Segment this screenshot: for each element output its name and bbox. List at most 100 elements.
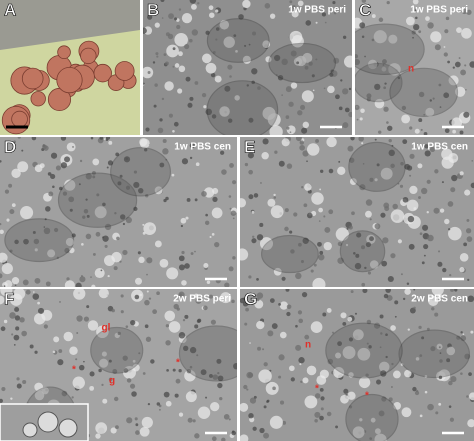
organelle bbox=[143, 82, 145, 85]
organelle bbox=[284, 208, 289, 213]
organelle bbox=[233, 362, 237, 370]
organelle bbox=[62, 191, 68, 196]
organelle bbox=[263, 405, 267, 409]
organelle bbox=[468, 392, 474, 401]
organelle bbox=[370, 417, 376, 423]
organelle bbox=[143, 222, 157, 235]
organelle bbox=[428, 295, 439, 307]
organelle bbox=[409, 185, 418, 195]
organelle bbox=[464, 64, 467, 67]
organelle bbox=[102, 236, 105, 239]
organelle bbox=[460, 331, 463, 334]
organelle bbox=[43, 227, 51, 235]
organelle bbox=[279, 331, 287, 339]
organelle bbox=[154, 83, 158, 87]
organelle bbox=[455, 86, 466, 97]
organelle bbox=[404, 369, 412, 378]
organelle bbox=[353, 251, 356, 255]
organelle bbox=[352, 426, 365, 439]
organelle bbox=[429, 99, 432, 102]
cell-body bbox=[345, 393, 399, 441]
organelle bbox=[265, 381, 279, 395]
organelle bbox=[85, 198, 88, 201]
organelle bbox=[43, 324, 48, 329]
organelle bbox=[424, 144, 429, 149]
organelle bbox=[166, 44, 179, 58]
organelle bbox=[265, 56, 272, 63]
organelle bbox=[212, 196, 218, 203]
panel-label: F bbox=[4, 289, 14, 308]
organelle bbox=[47, 249, 56, 258]
organelle bbox=[461, 28, 472, 39]
organelle bbox=[8, 183, 13, 188]
organelle bbox=[157, 127, 164, 134]
organelle bbox=[161, 17, 164, 19]
organelle bbox=[314, 419, 318, 423]
organelle bbox=[146, 257, 153, 264]
organelle bbox=[266, 399, 270, 403]
organelle bbox=[298, 357, 305, 364]
organelle bbox=[289, 30, 303, 44]
organelle bbox=[293, 212, 298, 217]
image bbox=[0, 0, 140, 135]
organelle bbox=[272, 386, 276, 391]
panel: D 1w PBS cen bbox=[0, 137, 237, 287]
organelle bbox=[195, 162, 200, 167]
organelle bbox=[286, 304, 292, 310]
organelle bbox=[172, 129, 175, 133]
organelle bbox=[443, 92, 450, 99]
organelle bbox=[11, 168, 21, 179]
organelle bbox=[437, 293, 443, 299]
organelle bbox=[111, 308, 115, 313]
organelle bbox=[379, 346, 382, 349]
organelle bbox=[442, 267, 447, 273]
organelle bbox=[327, 85, 335, 94]
organelle bbox=[101, 351, 107, 357]
organelle bbox=[343, 388, 349, 394]
organelle bbox=[273, 193, 276, 197]
organelle bbox=[367, 59, 378, 70]
organelle bbox=[295, 137, 302, 142]
organelle bbox=[162, 148, 169, 155]
organelle bbox=[3, 285, 6, 287]
organelle bbox=[14, 315, 21, 321]
organelle bbox=[426, 327, 430, 331]
organelle bbox=[89, 371, 95, 377]
organelle bbox=[400, 363, 404, 366]
organelle bbox=[142, 223, 145, 226]
organelle bbox=[278, 302, 282, 306]
cell-body bbox=[339, 230, 386, 273]
organelle bbox=[434, 169, 439, 174]
organelle bbox=[300, 380, 303, 384]
organelle bbox=[466, 395, 469, 398]
organelle bbox=[317, 241, 322, 247]
organelle bbox=[108, 140, 113, 145]
organelle bbox=[415, 16, 418, 20]
organelle bbox=[189, 142, 195, 149]
organelle bbox=[327, 358, 334, 365]
organelle bbox=[256, 277, 259, 281]
organelle bbox=[178, 264, 185, 271]
organelle bbox=[232, 217, 235, 220]
organelle bbox=[434, 44, 441, 51]
organelle bbox=[10, 397, 13, 400]
organelle bbox=[369, 236, 374, 242]
organelle bbox=[355, 58, 360, 66]
organelle bbox=[262, 348, 265, 351]
organelle bbox=[212, 374, 219, 380]
organelle bbox=[168, 321, 181, 333]
organelle bbox=[34, 390, 45, 401]
organelle bbox=[34, 350, 38, 354]
organelle bbox=[22, 379, 27, 385]
organelle bbox=[298, 242, 302, 247]
organelle bbox=[313, 263, 317, 267]
organelle bbox=[290, 82, 298, 89]
annotation: g bbox=[109, 376, 115, 387]
organelle bbox=[446, 358, 451, 363]
organelle bbox=[430, 31, 442, 43]
organelle bbox=[83, 209, 89, 214]
organelle bbox=[444, 218, 450, 225]
organelle bbox=[125, 185, 131, 190]
organelle bbox=[354, 262, 362, 270]
organelle bbox=[164, 310, 176, 322]
